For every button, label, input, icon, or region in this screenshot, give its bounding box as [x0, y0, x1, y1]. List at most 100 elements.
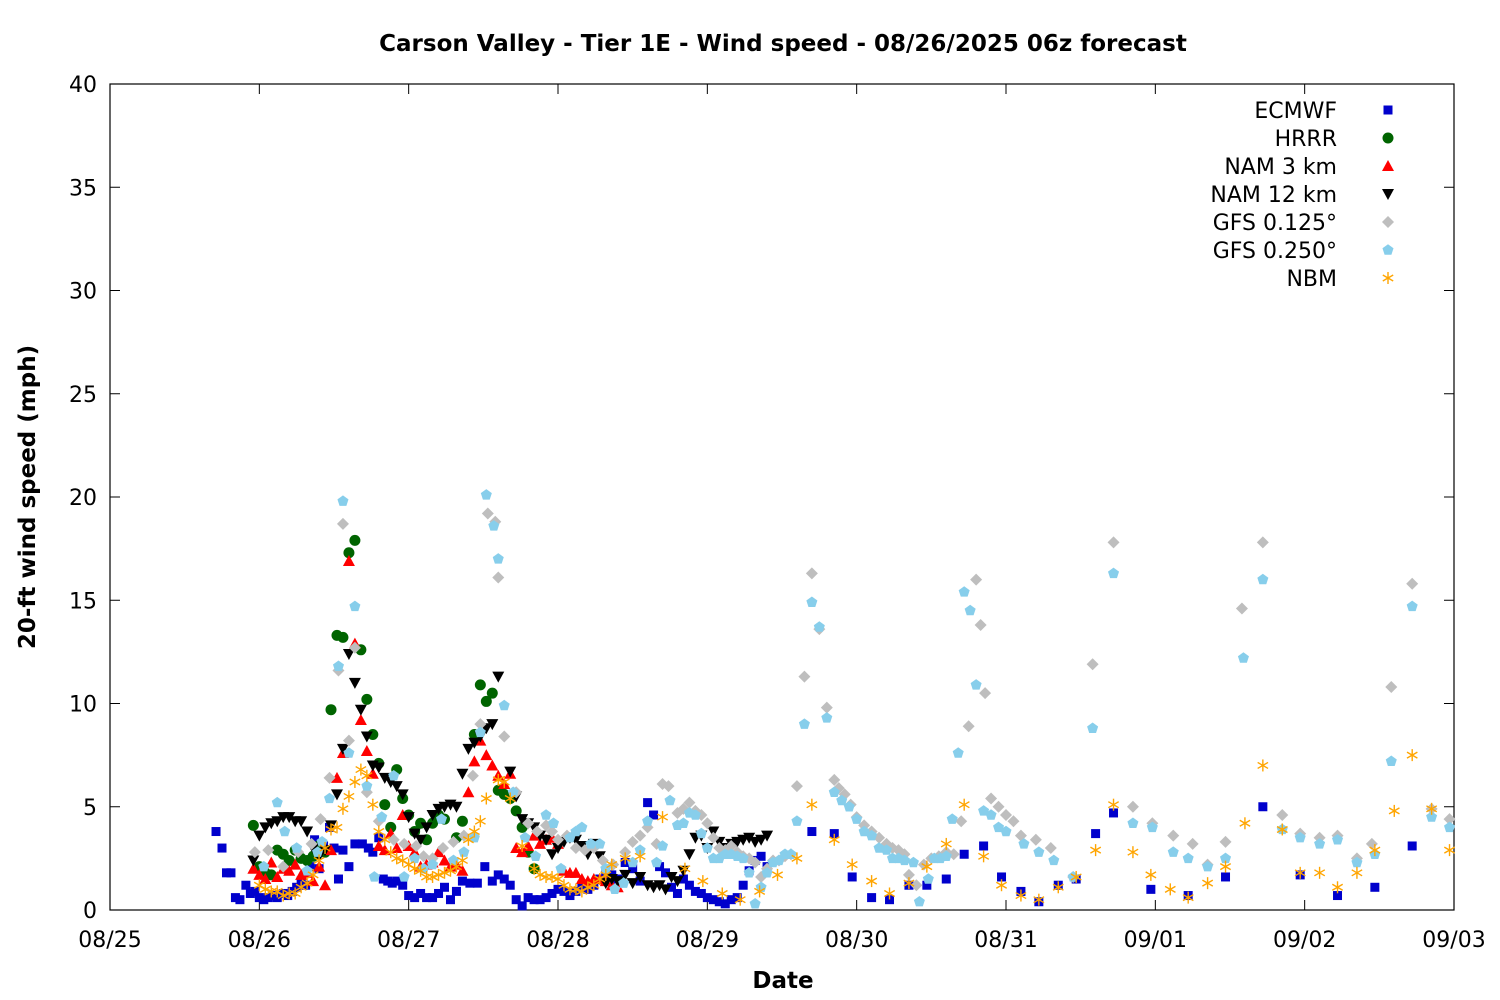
data-point: [569, 842, 582, 855]
data-point: [582, 881, 594, 894]
data-point: [409, 862, 421, 875]
data-point: [743, 832, 756, 844]
data-point: [634, 844, 646, 855]
data-point: [379, 799, 391, 811]
data-point: [1033, 846, 1045, 857]
y-tick-label: 30: [69, 280, 97, 305]
data-point: [702, 893, 712, 903]
data-point: [451, 886, 461, 896]
data-point: [372, 839, 385, 851]
asterisk-stroke: [528, 865, 540, 873]
data-point: [553, 884, 563, 894]
data-point: [1007, 815, 1020, 828]
data-point: [332, 660, 344, 672]
data-point: [323, 771, 336, 784]
asterisk-stroke: [409, 865, 421, 873]
data-point: [657, 840, 669, 851]
asterisk-stroke: [480, 794, 492, 803]
legend-label: ECMWF: [1254, 99, 1337, 124]
data-point: [593, 851, 606, 863]
asterisk-stroke: [1314, 869, 1326, 877]
legend-entry: GFS 0.250°: [1213, 239, 1394, 264]
data-point: [619, 846, 632, 859]
asterisk-stroke: [427, 873, 439, 881]
data-point: [253, 868, 266, 880]
data-point: [754, 885, 766, 898]
data-point: [295, 816, 308, 828]
data-point: [387, 833, 400, 846]
data-point: [480, 695, 492, 707]
data-point: [903, 877, 915, 890]
data-point: [1257, 573, 1269, 585]
asterisk-stroke: [1426, 805, 1438, 813]
data-point: [354, 704, 367, 716]
data-point: [432, 846, 445, 858]
data-point: [517, 901, 527, 911]
data-point: [247, 819, 259, 831]
data-point: [829, 829, 839, 839]
x-tick-label: 09/01: [1124, 928, 1187, 953]
data-point: [1202, 877, 1214, 890]
data-point: [600, 862, 612, 874]
data-point: [259, 883, 271, 896]
data-point: [349, 534, 361, 546]
asterisk-stroke: [679, 865, 691, 873]
data-point: [1091, 829, 1101, 839]
data-point: [743, 867, 755, 878]
asterisk-stroke: [337, 805, 349, 813]
data-point: [1370, 882, 1380, 892]
data-point: [385, 846, 397, 859]
data-point: [457, 876, 467, 886]
data-point: [1015, 889, 1027, 902]
data-point: [325, 823, 337, 836]
data-point: [474, 726, 486, 738]
asterisk-stroke: [504, 794, 516, 803]
data-point: [434, 888, 444, 898]
data-point: [226, 868, 236, 878]
data-point: [910, 879, 923, 892]
asterisk-stroke: [438, 869, 451, 877]
data-point: [516, 814, 529, 826]
data-point: [671, 876, 684, 888]
data-point: [510, 805, 522, 817]
data-point: [462, 786, 475, 798]
asterisk-stroke: [697, 877, 709, 885]
asterisk-stroke: [1052, 883, 1064, 891]
data-point: [432, 868, 445, 881]
data-point: [1109, 808, 1119, 818]
asterisk-stroke: [1443, 846, 1456, 854]
data-point: [1107, 798, 1120, 811]
data-point: [1146, 821, 1158, 833]
asterisk-stroke: [634, 852, 646, 860]
data-point: [1351, 856, 1363, 868]
asterisk-stroke: [716, 889, 728, 898]
data-point: [534, 837, 547, 849]
asterisk-stroke: [397, 856, 409, 865]
data-point: [992, 800, 1005, 813]
data-point: [283, 854, 295, 866]
data-point: [921, 860, 933, 873]
data-point: [445, 895, 455, 905]
legend-marker: [1382, 272, 1394, 284]
data-point: [974, 619, 987, 632]
data-point: [492, 773, 504, 786]
y-tick-label: 0: [83, 899, 97, 924]
data-point: [756, 851, 766, 861]
data-point: [1033, 893, 1045, 906]
legend-entry: NAM 3 km: [1224, 155, 1394, 180]
data-point: [807, 827, 817, 837]
data-point: [312, 846, 324, 857]
data-point: [791, 815, 803, 826]
data-point: [940, 850, 952, 861]
data-point: [690, 886, 700, 896]
data-point: [594, 838, 606, 849]
asterisk-stroke: [253, 881, 265, 889]
data-point: [851, 813, 863, 824]
data-point: [847, 872, 857, 882]
data-point: [250, 886, 260, 896]
data-point: [1107, 536, 1120, 549]
data-point: [486, 719, 499, 731]
asterisk-stroke: [468, 827, 480, 836]
data-point: [866, 829, 878, 841]
